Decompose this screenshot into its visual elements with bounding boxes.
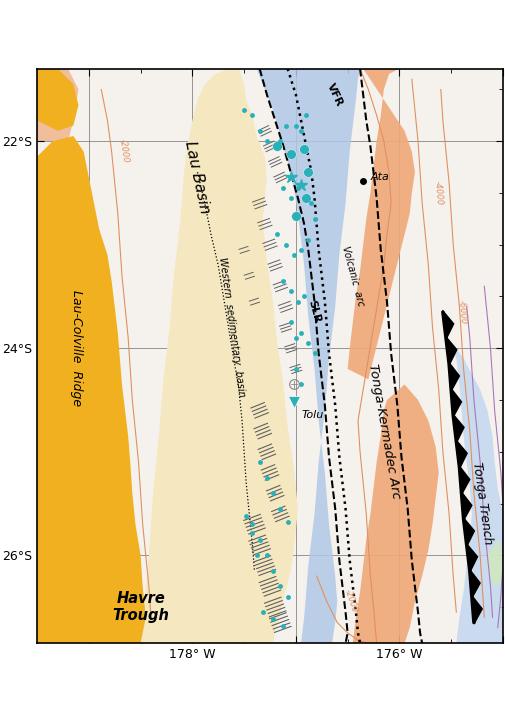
- Text: -4000: -4000: [432, 180, 443, 205]
- Text: Tolu: Tolu: [301, 410, 323, 420]
- Polygon shape: [453, 414, 464, 443]
- Polygon shape: [464, 518, 474, 546]
- Polygon shape: [472, 595, 482, 624]
- Text: Tonga-Kermadec Arc: Tonga-Kermadec Arc: [366, 362, 402, 500]
- Polygon shape: [460, 466, 470, 494]
- Text: Ata: Ata: [370, 172, 389, 182]
- Polygon shape: [462, 492, 472, 520]
- Polygon shape: [456, 440, 467, 468]
- Polygon shape: [37, 69, 78, 141]
- Polygon shape: [467, 544, 478, 572]
- Polygon shape: [353, 384, 439, 643]
- Polygon shape: [140, 69, 298, 643]
- Polygon shape: [449, 362, 460, 391]
- Polygon shape: [446, 337, 457, 365]
- Text: Lau Basin: Lau Basin: [182, 140, 213, 215]
- Text: Volcanic  arc: Volcanic arc: [340, 244, 366, 307]
- Text: -6000: -6000: [457, 299, 468, 325]
- Polygon shape: [37, 69, 78, 131]
- Polygon shape: [487, 540, 503, 587]
- Text: VFR: VFR: [326, 81, 345, 108]
- Polygon shape: [347, 69, 415, 379]
- Text: SLR: SLR: [307, 299, 322, 325]
- Text: Western  sedimentary  basin: Western sedimentary basin: [217, 257, 246, 398]
- Text: -2000: -2000: [118, 138, 130, 164]
- Text: -2000: -2000: [342, 588, 359, 614]
- Text: Tonga Trench: Tonga Trench: [470, 461, 494, 545]
- Polygon shape: [446, 343, 503, 643]
- Polygon shape: [451, 388, 462, 417]
- Polygon shape: [443, 310, 453, 339]
- Polygon shape: [470, 570, 480, 598]
- Text: Lau-Colville  Ridge: Lau-Colville Ridge: [70, 290, 83, 407]
- Polygon shape: [257, 69, 360, 643]
- Text: Havre
Trough: Havre Trough: [112, 591, 169, 623]
- Polygon shape: [37, 136, 146, 643]
